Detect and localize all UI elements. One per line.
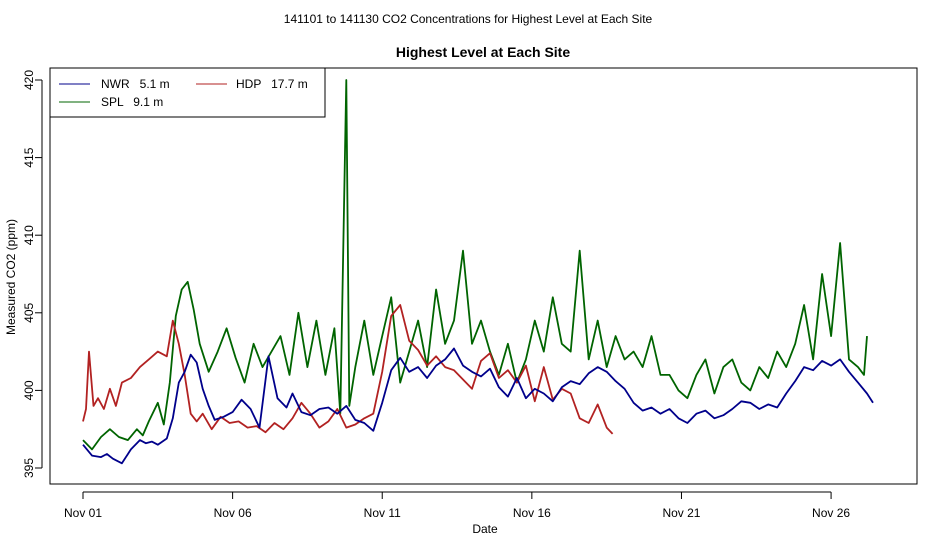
x-axis-label: Date (472, 522, 498, 536)
x-axis: Nov 01 Nov 06 Nov 11 Nov 16 Nov 21 Nov 26 (64, 491, 850, 520)
x-tick-label: Nov 11 (364, 506, 401, 520)
legend-label-spl: SPL 9.1 m (101, 95, 163, 109)
y-tick-label: 395 (22, 458, 36, 478)
x-tick-label: Nov 21 (662, 506, 700, 520)
legend: NWR 5.1 m HDP 17.7 m SPL 9.1 m (49, 67, 326, 118)
series-spl-line (82, 79, 868, 451)
y-tick-label: 410 (22, 225, 36, 245)
y-axis: 395 400 405 410 415 420 (22, 70, 43, 478)
chart-title: Highest Level at Each Site (396, 44, 570, 60)
chart-suptitle: 141101 to 141130 CO2 Concentrations for … (284, 12, 653, 26)
legend-label-nwr: NWR 5.1 m (101, 77, 170, 91)
y-tick-label: 415 (22, 147, 36, 167)
y-tick-label: 405 (22, 302, 36, 322)
y-tick-label: 420 (22, 70, 36, 90)
series-layer (82, 79, 874, 465)
y-axis-label: Measured CO2 (ppm) (4, 219, 18, 335)
x-tick-label: Nov 26 (812, 506, 850, 520)
x-tick-label: Nov 01 (64, 506, 102, 520)
plot-frame (49, 67, 918, 485)
y-tick-label: 400 (22, 380, 36, 400)
x-tick-label: Nov 06 (214, 506, 252, 520)
legend-label-hdp: HDP 17.7 m (236, 77, 308, 91)
x-tick-label: Nov 16 (513, 506, 551, 520)
series-nwr-line (82, 347, 874, 465)
legend-box (49, 67, 326, 118)
